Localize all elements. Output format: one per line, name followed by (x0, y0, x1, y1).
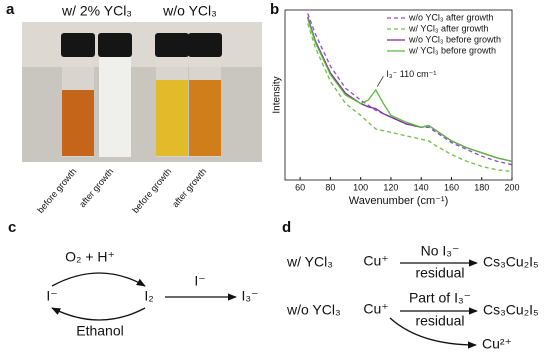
scheme-text: Cu⁺ (363, 253, 388, 269)
panel-label: b (270, 1, 279, 18)
scheme-text: Ethanol (76, 323, 123, 339)
series-line (307, 18, 512, 162)
scheme-text: I₂ (144, 288, 153, 304)
photo-label: w/ 2% YCl₃ (61, 3, 132, 19)
x-tick-label: 180 (474, 182, 489, 192)
arrows (51, 272, 237, 321)
legend-label: w/o YCl₃ before growth (408, 34, 501, 44)
scheme-text: Cu²⁺ (482, 336, 512, 352)
vials (61, 33, 222, 157)
panel-label: d (282, 219, 291, 236)
vial-label: after growth (170, 166, 208, 209)
x-tick-label: 120 (383, 182, 398, 192)
arrows (389, 259, 478, 349)
scheme-text: w/ YCl₃ (286, 254, 333, 270)
scheme-text: No I₃⁻ (421, 243, 460, 259)
legend-label: w/ YCl₃ after growth (408, 23, 489, 33)
scheme-text: I₃⁻ (242, 288, 259, 304)
scheme-text: residual (415, 265, 464, 281)
series-line (307, 23, 512, 173)
x-tick-label: 100 (353, 182, 368, 192)
vial-label: before growth (35, 166, 78, 215)
x-tick-label: 80 (325, 182, 335, 192)
x-tick-label: 140 (414, 182, 429, 192)
annotation: I₃⁻ 110 cm⁻¹ (386, 69, 436, 79)
legend-label: w/ YCl₃ before growth (408, 45, 496, 55)
scheme-text: residual (415, 313, 464, 329)
x-tick-label: 60 (295, 182, 305, 192)
x-tick-label: 160 (444, 182, 459, 192)
scheme-text: I⁻ (194, 273, 205, 289)
scheme-text: Cs₃Cu₂I₅ (483, 254, 539, 270)
scheme-text: w/o YCl₃ (286, 302, 341, 318)
scheme-text: Cu⁺ (363, 301, 388, 317)
series-line (307, 13, 512, 166)
scheme-text: Part of I₃⁻ (409, 290, 471, 306)
legend-label: w/o YCl₃ after growth (408, 12, 494, 22)
scheme-text: O₂ + H⁺ (65, 249, 115, 265)
annotation-arrow (376, 76, 384, 87)
photo-label: w/o YCl₃ (162, 3, 217, 19)
panel-label: c (8, 219, 16, 236)
scheme-text: I⁻ (46, 288, 57, 304)
panel-label: a (6, 1, 15, 18)
scheme-text: Cs₃Cu₂I₅ (483, 302, 539, 318)
x-tick-label: 200 (504, 182, 519, 192)
y-axis-label: Intensity (272, 76, 283, 113)
vial-label: after growth (77, 166, 115, 209)
x-axis-label: Wavenumber (cm⁻¹) (349, 195, 449, 207)
vial-label: before growth (130, 166, 173, 215)
photo-bg (22, 22, 262, 67)
plot-frame (284, 9, 513, 181)
